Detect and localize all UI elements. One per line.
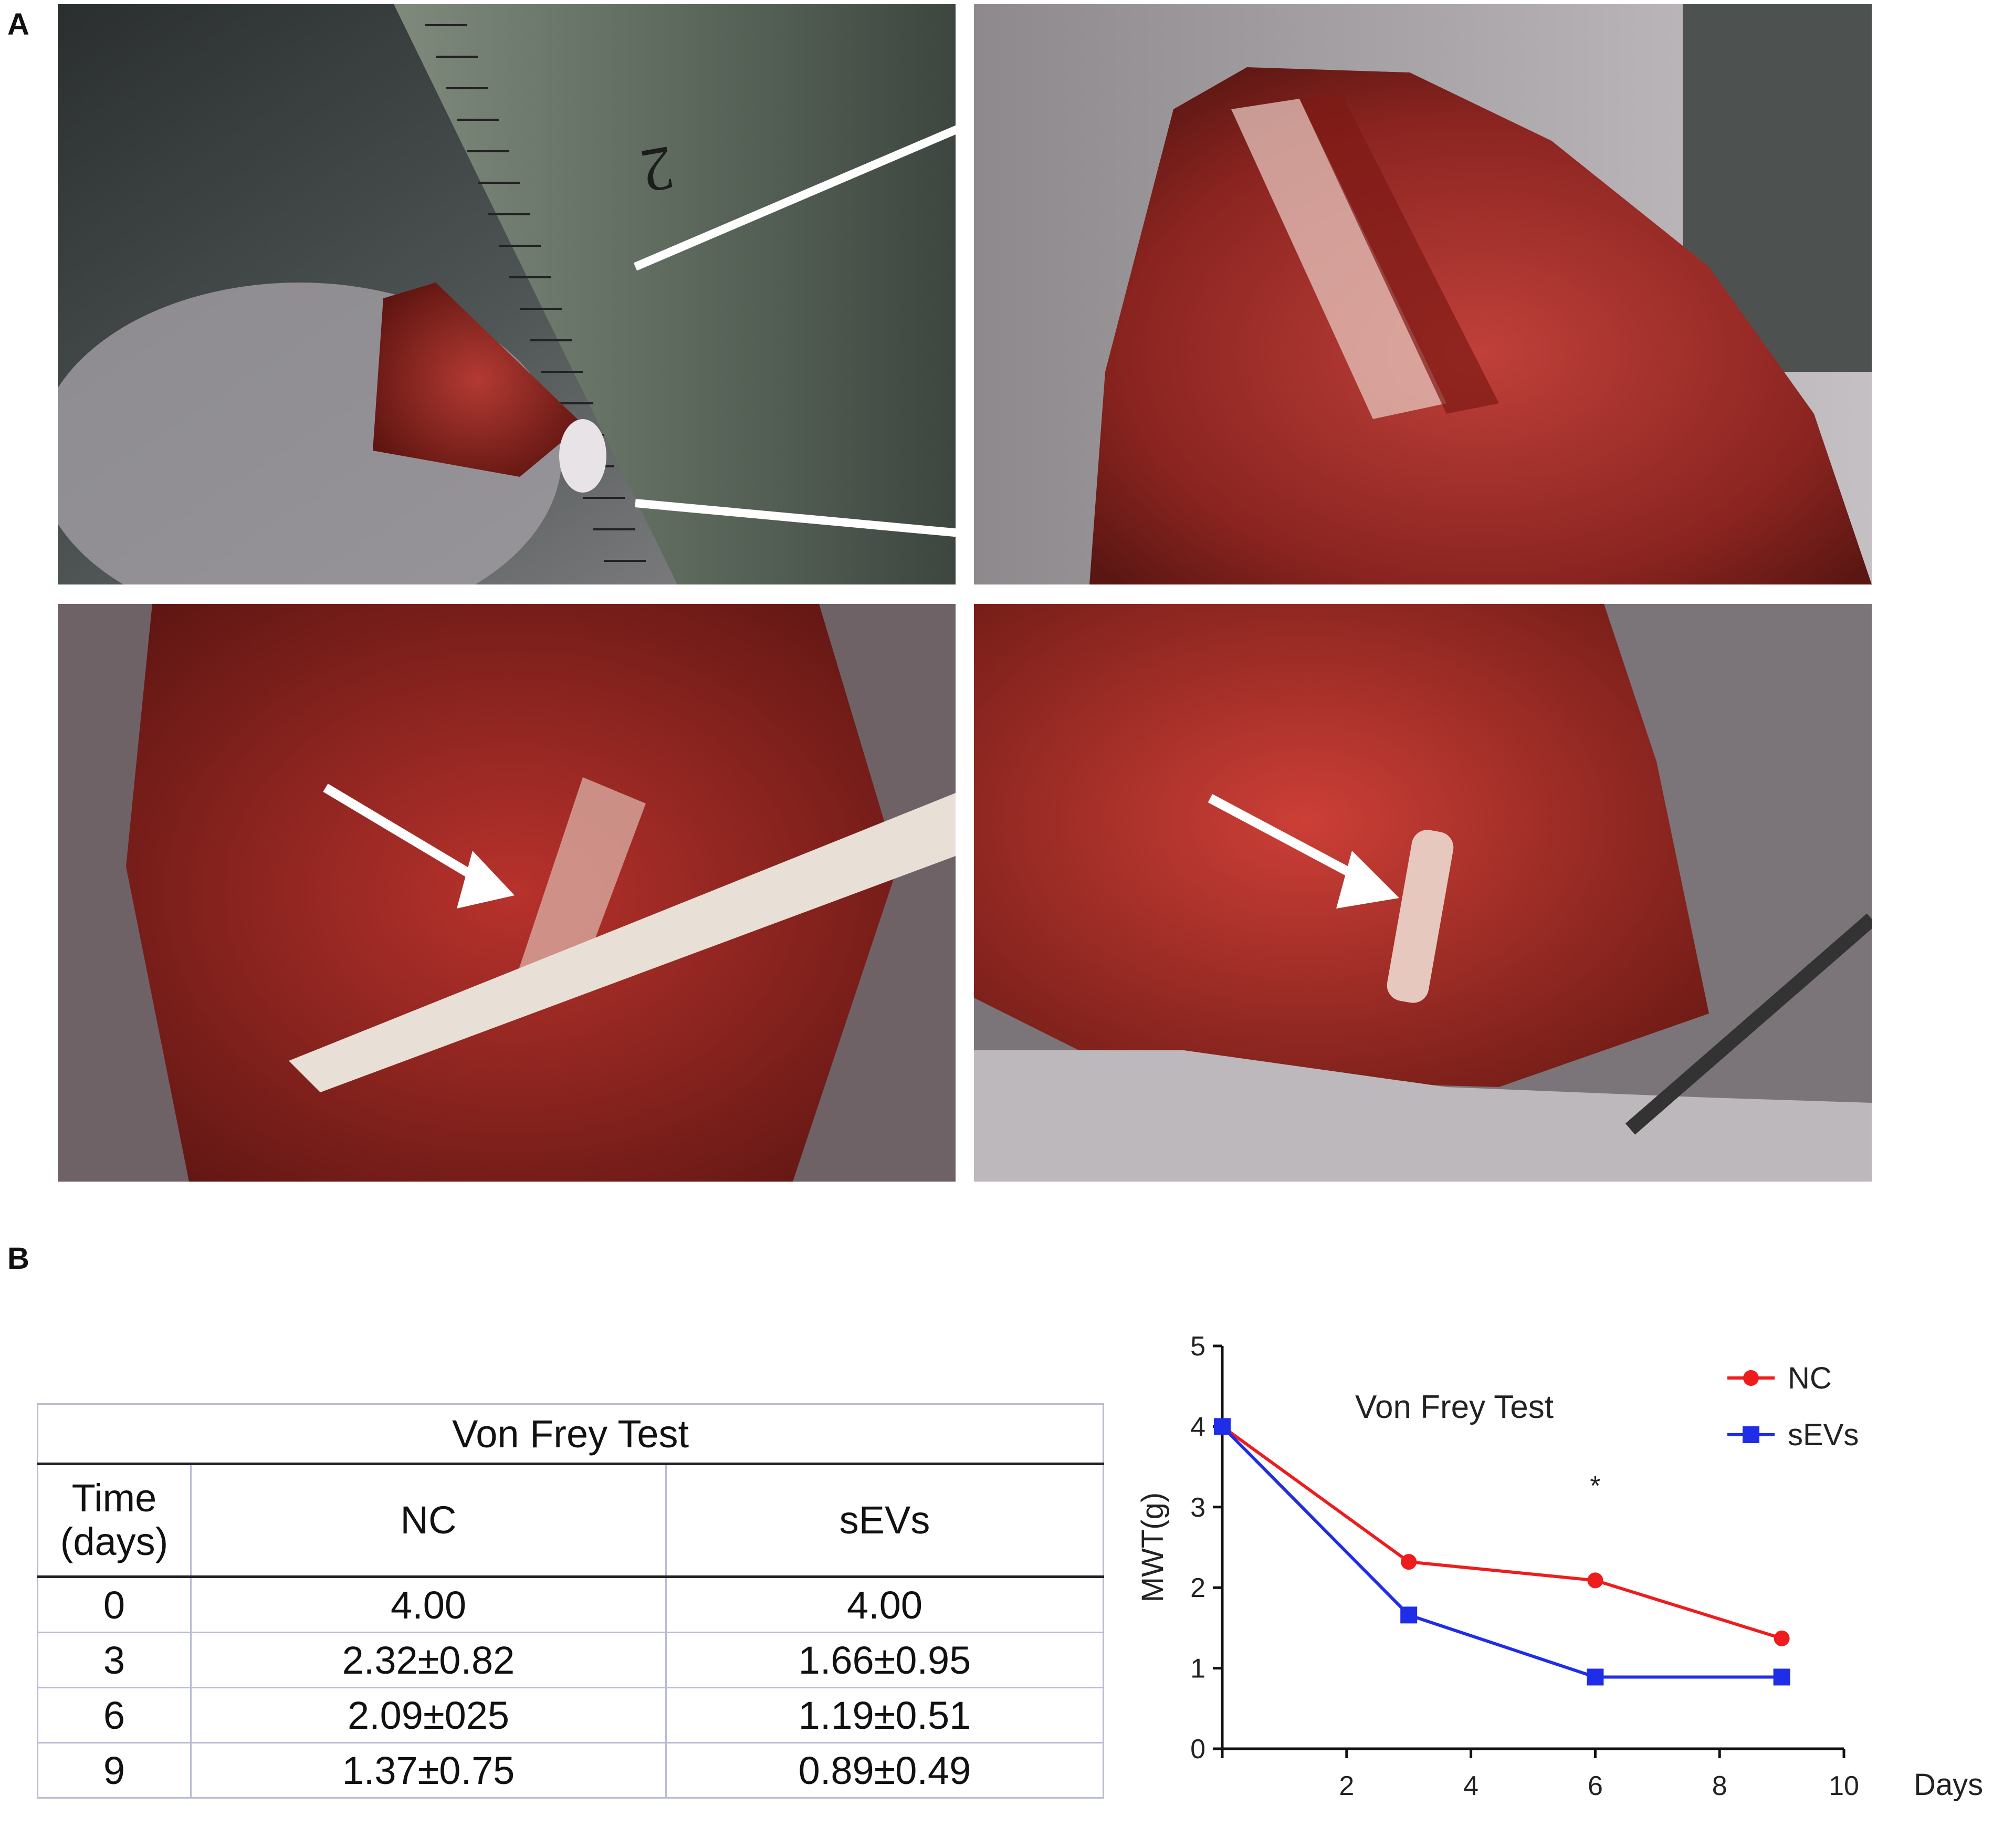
cell-time: 6: [37, 1687, 192, 1743]
x-tick-label: 10: [1829, 1771, 1859, 1801]
cell-sevs: 1.19±0.51: [665, 1687, 1105, 1743]
legend-marker-sevs: [1743, 1426, 1759, 1443]
x-tick-label: 2: [1339, 1771, 1354, 1801]
photo-sciatic-nerve-after-treatment: [974, 604, 1872, 1182]
photo-sciatic-nerve-exposed-on-probe: [58, 604, 956, 1182]
y-tick-label: 0: [1190, 1734, 1205, 1765]
cell-time: 0: [37, 1576, 192, 1633]
von-frey-table: Von Frey Test Time (days) NC sEVs 0 4.00…: [36, 1403, 1105, 1799]
photo-incision-closeup: [974, 4, 1872, 584]
data-point-nc: [1401, 1554, 1417, 1570]
chart-axes: 0 1 2 3 4 5 2 4 6 8 10: [1190, 1331, 1859, 1801]
cell-time: 3: [37, 1632, 192, 1688]
legend-label-nc: NC: [1788, 1361, 1832, 1395]
cell-sevs: 1.66±0.95: [665, 1632, 1105, 1688]
table-title: Von Frey Test: [36, 1403, 1105, 1465]
cell-sevs: 4.00: [665, 1576, 1105, 1633]
y-tick-label: 1: [1190, 1654, 1205, 1684]
legend-marker-nc: [1743, 1370, 1759, 1386]
cell-nc: 1.37±0.75: [190, 1742, 667, 1799]
y-tick-label: 4: [1190, 1412, 1205, 1442]
chart-series: [1214, 1418, 1790, 1686]
data-point-sevs: [1214, 1418, 1231, 1435]
table-row: 9 1.37±0.75 0.89±0.49: [37, 1742, 1105, 1799]
table-row: 0 4.00 4.00: [37, 1576, 1105, 1633]
table-row: 3 2.32±0.82 1.66±0.95: [37, 1632, 1105, 1688]
header-nc: NC: [190, 1463, 667, 1578]
header-time-line2: (days): [60, 1520, 169, 1563]
chart-legend: NC sEVs: [1727, 1361, 1859, 1452]
y-tick-label: 3: [1190, 1492, 1205, 1523]
legend-label-sevs: sEVs: [1788, 1418, 1859, 1452]
y-axis-label: MWT(g): [1136, 1492, 1170, 1602]
header-sevs: sEVs: [665, 1463, 1105, 1578]
data-point-nc: [1587, 1572, 1603, 1589]
cell-nc: 4.00: [190, 1576, 667, 1633]
chart-annotations: *: [1590, 1471, 1600, 1501]
y-tick-label: 5: [1190, 1331, 1205, 1362]
series-line-sevs: [1221, 1425, 1782, 1679]
x-axis-label: Days: [1914, 1768, 1983, 1802]
photo-mouse-incision-with-ruler: 2: [58, 4, 956, 584]
chart-title: Von Frey Test: [1355, 1389, 1554, 1425]
panel-b-label: B: [7, 1241, 29, 1276]
data-point-sevs: [1400, 1606, 1418, 1624]
header-time: Time (days): [37, 1463, 192, 1578]
data-point-sevs: [1587, 1668, 1604, 1686]
cell-nc: 2.09±025: [190, 1687, 667, 1743]
cell-sevs: 0.89±0.49: [665, 1742, 1105, 1799]
x-tick-label: 4: [1463, 1771, 1478, 1801]
chart-svg: Von Frey Test MWT(g) Days 0 1 2 3 4 5 2 4 6 8 10 N…: [1136, 1331, 1983, 1802]
x-tick-label: 6: [1588, 1771, 1603, 1801]
cell-nc: 2.32±0.82: [190, 1632, 667, 1688]
panel-a-label: A: [7, 7, 29, 41]
header-time-line1: Time: [71, 1476, 157, 1520]
von-frey-chart: Von Frey Test MWT(g) Days 0 1 2 3 4 5 2 4 6 8 10 N…: [1108, 1313, 2003, 1848]
data-point-nc: [1774, 1630, 1790, 1646]
significance-marker: *: [1590, 1471, 1600, 1501]
data-point-sevs: [1773, 1668, 1790, 1686]
cell-time: 9: [37, 1742, 192, 1799]
y-tick-label: 2: [1190, 1573, 1205, 1603]
series-line-nc: [1221, 1425, 1782, 1640]
x-tick-label: 8: [1712, 1771, 1727, 1801]
table-row: 6 2.09±025 1.19±0.51: [37, 1687, 1105, 1743]
